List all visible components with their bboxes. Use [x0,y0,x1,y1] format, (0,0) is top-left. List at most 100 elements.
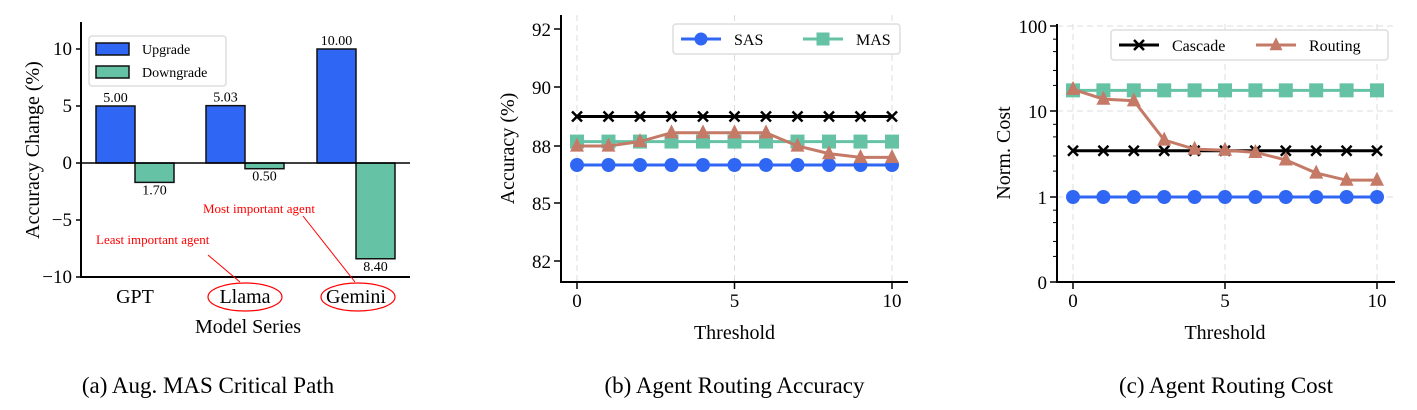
bar-value-label: 8.40 [363,260,388,275]
chart-b: 82 85 88 90 92 0 5 10 Threshold Accuracy (%) SAS MA… [497,15,908,398]
marker-triangle [822,145,836,160]
x-tick-label: 0 [572,291,582,312]
marker-circle [790,158,805,172]
annotation-text: Most important agent [203,201,315,216]
series-mas [1066,83,1384,98]
legend-swatch [95,65,130,79]
marker-circle [1126,190,1141,204]
annotation-text: Least important agent [96,232,210,247]
y-tick-label: 0 [1038,273,1048,294]
bar-value-label: 0.50 [252,170,277,185]
marker-square [1248,83,1263,98]
y-tick-label: 10 [53,39,72,60]
legend-label: Upgrade [142,43,190,58]
x-tick-label: 0 [1068,291,1078,312]
legend-label: Cascade [1172,38,1225,55]
marker-square [1370,83,1384,98]
bar-upgrade [316,48,357,164]
marker-circle [694,32,708,46]
x-tick-label: 10 [883,291,902,312]
series-cascade [571,110,898,123]
x-tick-label: 5 [1220,291,1230,312]
marker-x [1310,144,1323,157]
marker-circle [664,158,679,172]
marker-circle [1218,190,1232,204]
marker-triangle [885,149,899,163]
bar-upgrade [95,105,136,164]
marker-x [1067,144,1079,157]
marker-circle [822,158,836,172]
x-tick-label: 5 [730,291,740,312]
y-tick-label: 5 [63,96,73,117]
chart-title: (a) Aug. MAS Critical Path [82,373,335,398]
marker-triangle [633,133,647,148]
marker-x [791,110,804,123]
marker-x [1133,39,1145,51]
marker-square [816,32,830,46]
y-tick-label: 82 [532,252,551,273]
y-axis-label: Accuracy Change (%) [22,61,44,239]
axes [80,22,410,278]
marker-square [1309,83,1324,98]
annotation-arrow [207,254,241,283]
series-routing [1066,80,1384,186]
chart-title: (b) Agent Routing Accuracy [605,373,865,398]
marker-circle [1066,190,1080,204]
marker-square [1218,83,1232,98]
marker-triangle [1278,151,1293,166]
highlight-ellipse [207,282,283,312]
marker-x [728,110,741,123]
bar-downgrade [244,162,285,170]
marker-x [854,110,867,123]
marker-triangle [727,124,742,139]
marker-circle [1157,190,1172,204]
marker-x [886,110,898,123]
marker-triangle [1218,141,1232,156]
marker-triangle [664,124,679,139]
marker-x [665,110,678,123]
marker-triangle [1066,80,1080,95]
y-tick-label: 100 [1019,17,1048,38]
marker-triangle [601,137,616,152]
marker-circle [633,158,647,172]
x-axis-label: Model Series [195,316,301,338]
chart-c: 0 1 10 100 0 5 10 Threshold Norm. Cost Cascade Rou… [993,17,1395,398]
marker-triangle [696,124,710,139]
axes [560,15,908,283]
marker-x [697,110,709,123]
marker-x [1158,144,1171,157]
x-tick-label: Llama [219,286,270,308]
y-tick-label: 90 [532,78,551,99]
y-axis-label: Accuracy (%) [497,93,519,205]
legend-swatch [95,42,130,56]
marker-circle [759,158,773,172]
marker-square [822,134,836,149]
marker-circle [1339,190,1354,204]
marker-triangle [790,137,805,152]
marker-triangle [1126,92,1141,107]
legend-label: SAS [734,32,763,49]
bar-downgrade [134,162,175,184]
marker-square [885,134,899,149]
marker-triangle [853,149,868,163]
bar-upgrade [205,104,246,164]
series-sas [1066,190,1384,204]
x-tick-label: GPT [116,286,154,308]
marker-triangle [1157,131,1172,146]
bar-value-label: 10.00 [321,34,353,49]
marker-triangle [759,124,773,139]
chart-title: (c) Agent Routing Cost [1119,373,1334,398]
y-tick-label: 10 [1028,102,1047,123]
y-tick-label: 88 [532,137,551,158]
y-tick-label: 1 [1038,188,1048,209]
marker-circle [1309,190,1324,204]
marker-square [1339,83,1354,98]
legend-box [1110,29,1389,61]
annotation-arrow [302,215,356,283]
marker-circle [727,158,742,172]
marker-triangle [1187,140,1202,155]
legend-label: Routing [1309,38,1361,55]
y-tick-label: 85 [532,194,551,215]
marker-triangle [1339,171,1354,186]
